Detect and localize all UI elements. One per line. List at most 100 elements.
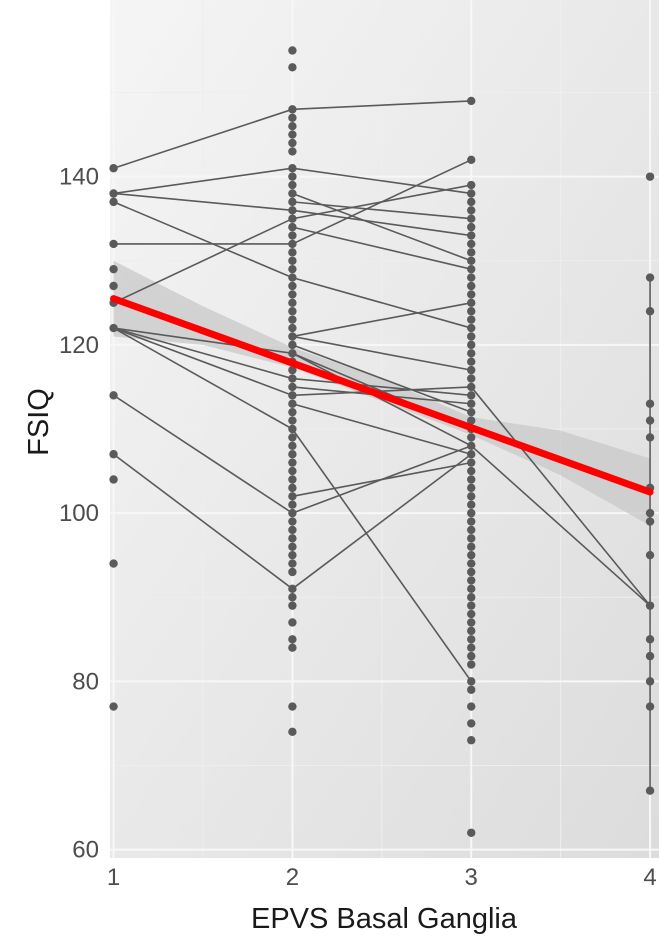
data-point bbox=[288, 189, 297, 198]
data-point bbox=[288, 525, 297, 535]
data-point bbox=[467, 517, 476, 526]
data-point bbox=[288, 458, 297, 467]
data-point bbox=[288, 197, 297, 207]
data-point bbox=[467, 736, 476, 745]
data-point bbox=[467, 660, 476, 669]
data-point bbox=[109, 323, 118, 333]
data-point bbox=[467, 298, 476, 308]
subject-path bbox=[292, 201, 472, 220]
data-point bbox=[288, 164, 297, 173]
data-point bbox=[645, 433, 655, 442]
subject-path bbox=[292, 226, 472, 270]
data-point bbox=[467, 399, 476, 408]
data-point bbox=[645, 517, 655, 526]
subject-path bbox=[292, 302, 472, 338]
data-point bbox=[288, 441, 297, 451]
data-point bbox=[467, 382, 476, 392]
x-tick-label: 1 bbox=[107, 864, 120, 891]
data-point bbox=[467, 391, 476, 400]
data-point bbox=[645, 273, 655, 282]
data-point bbox=[288, 222, 297, 232]
data-point bbox=[109, 559, 118, 568]
data-point bbox=[288, 130, 297, 139]
data-point bbox=[467, 483, 476, 493]
data-point bbox=[467, 248, 476, 257]
data-point bbox=[645, 786, 655, 795]
data-point bbox=[288, 273, 297, 282]
data-point bbox=[288, 256, 297, 265]
subject-path bbox=[292, 461, 472, 498]
data-point bbox=[467, 264, 476, 274]
data-point bbox=[467, 441, 476, 451]
tick-labels: 1 2 3 4 60 80 100 120 140 bbox=[59, 164, 657, 891]
data-point bbox=[288, 231, 297, 240]
subject-path bbox=[292, 402, 472, 456]
data-point bbox=[288, 105, 297, 114]
data-point bbox=[467, 677, 476, 686]
y-tick-label: 100 bbox=[59, 500, 99, 527]
data-point bbox=[467, 508, 476, 518]
data-point bbox=[467, 550, 476, 560]
data-point bbox=[467, 567, 476, 577]
data-point bbox=[467, 525, 476, 535]
data-point bbox=[288, 517, 297, 526]
data-point bbox=[288, 172, 297, 181]
data-point bbox=[288, 248, 297, 257]
data-point bbox=[645, 651, 655, 661]
x-tick-label: 2 bbox=[286, 864, 299, 891]
data-point bbox=[288, 138, 297, 148]
data-point bbox=[467, 593, 476, 602]
data-point bbox=[288, 450, 297, 459]
data-point bbox=[288, 475, 297, 484]
data-point bbox=[288, 332, 297, 341]
data-point bbox=[288, 534, 297, 543]
data-point bbox=[467, 719, 476, 728]
data-point bbox=[467, 458, 476, 467]
data-point bbox=[467, 315, 476, 324]
data-point bbox=[288, 264, 297, 274]
data-point bbox=[467, 349, 476, 358]
data-point bbox=[467, 96, 476, 106]
data-point bbox=[467, 256, 476, 265]
y-axis-title: FSIQ bbox=[23, 388, 55, 456]
data-point bbox=[288, 559, 297, 568]
data-point bbox=[288, 374, 297, 383]
data-point bbox=[467, 450, 476, 459]
data-point bbox=[467, 239, 476, 249]
data-point bbox=[467, 433, 476, 442]
data-point bbox=[645, 677, 655, 686]
data-point bbox=[288, 702, 297, 711]
data-point bbox=[467, 475, 476, 484]
data-point bbox=[288, 349, 297, 358]
data-point bbox=[467, 206, 476, 215]
data-point bbox=[467, 576, 476, 585]
data-point bbox=[288, 424, 297, 434]
data-point bbox=[467, 618, 476, 627]
data-point bbox=[467, 189, 476, 198]
data-point bbox=[467, 155, 476, 165]
data-point bbox=[288, 147, 297, 156]
data-point bbox=[467, 374, 476, 383]
data-point bbox=[288, 567, 297, 577]
data-point bbox=[288, 46, 297, 55]
data-point bbox=[288, 307, 297, 316]
data-point bbox=[467, 273, 476, 282]
data-point bbox=[645, 635, 655, 644]
data-point bbox=[288, 618, 297, 627]
data-point bbox=[288, 407, 297, 417]
data-point bbox=[645, 601, 655, 610]
y-tick-label: 120 bbox=[59, 332, 99, 359]
data-point bbox=[288, 483, 297, 493]
data-point bbox=[288, 298, 297, 308]
data-point bbox=[288, 206, 297, 215]
data-point bbox=[467, 340, 476, 350]
data-point bbox=[467, 584, 476, 594]
data-point bbox=[109, 281, 118, 291]
x-tick-label: 3 bbox=[465, 864, 478, 891]
data-point bbox=[288, 399, 297, 408]
data-point bbox=[288, 508, 297, 518]
data-point bbox=[645, 550, 655, 560]
data-point bbox=[467, 281, 476, 291]
data-point bbox=[467, 307, 476, 316]
data-point bbox=[288, 433, 297, 442]
